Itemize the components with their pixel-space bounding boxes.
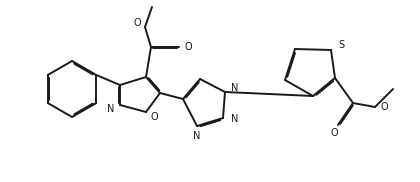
Text: N: N <box>231 83 239 93</box>
Text: O: O <box>330 128 338 138</box>
Text: N: N <box>193 131 201 141</box>
Text: N: N <box>108 104 115 114</box>
Text: O: O <box>184 42 192 52</box>
Text: O: O <box>380 102 388 112</box>
Text: O: O <box>133 18 141 28</box>
Text: O: O <box>150 112 158 122</box>
Text: N: N <box>231 114 239 124</box>
Text: S: S <box>338 40 344 50</box>
